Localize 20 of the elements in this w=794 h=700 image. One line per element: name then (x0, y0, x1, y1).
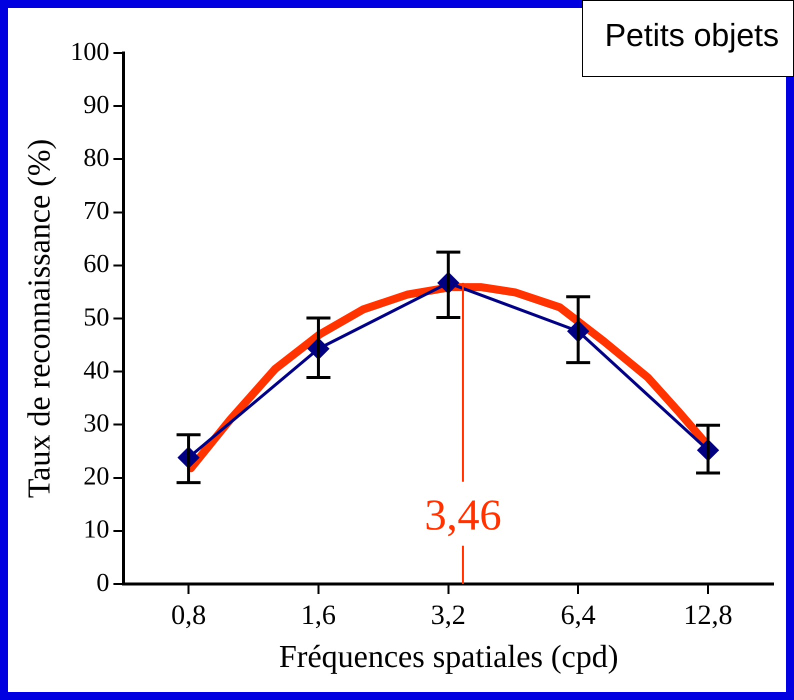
y-tick-label: 90 (83, 90, 110, 119)
x-tick-label: 3,2 (430, 600, 466, 632)
y-tick-label: 40 (83, 355, 110, 384)
x-tick-label: 6,4 (560, 600, 596, 632)
y-tick-label: 70 (83, 196, 110, 226)
y-tick-label: 20 (83, 462, 110, 491)
y-tick-label: 60 (83, 249, 110, 278)
y-tick-label: 30 (83, 408, 110, 438)
annotation: Petits objets (582, 0, 794, 77)
y-axis-title: Taux de reconnaissance (%) (20, 138, 57, 498)
y-tick-label: 0 (96, 568, 110, 597)
y-tick-label: 80 (83, 143, 110, 172)
y-tick-label: 10 (83, 514, 110, 544)
x-axis-title: Fréquences spatiales (cpd) (278, 638, 618, 674)
y-tick-label: 100 (70, 36, 110, 66)
y-tick-label: 50 (83, 302, 110, 332)
x-tick-label: 12,8 (684, 600, 733, 632)
x-tick-label: 0,8 (171, 600, 206, 632)
x-tick-label: 1,6 (300, 600, 336, 632)
ref-line-label: 3,46 (424, 490, 502, 540)
